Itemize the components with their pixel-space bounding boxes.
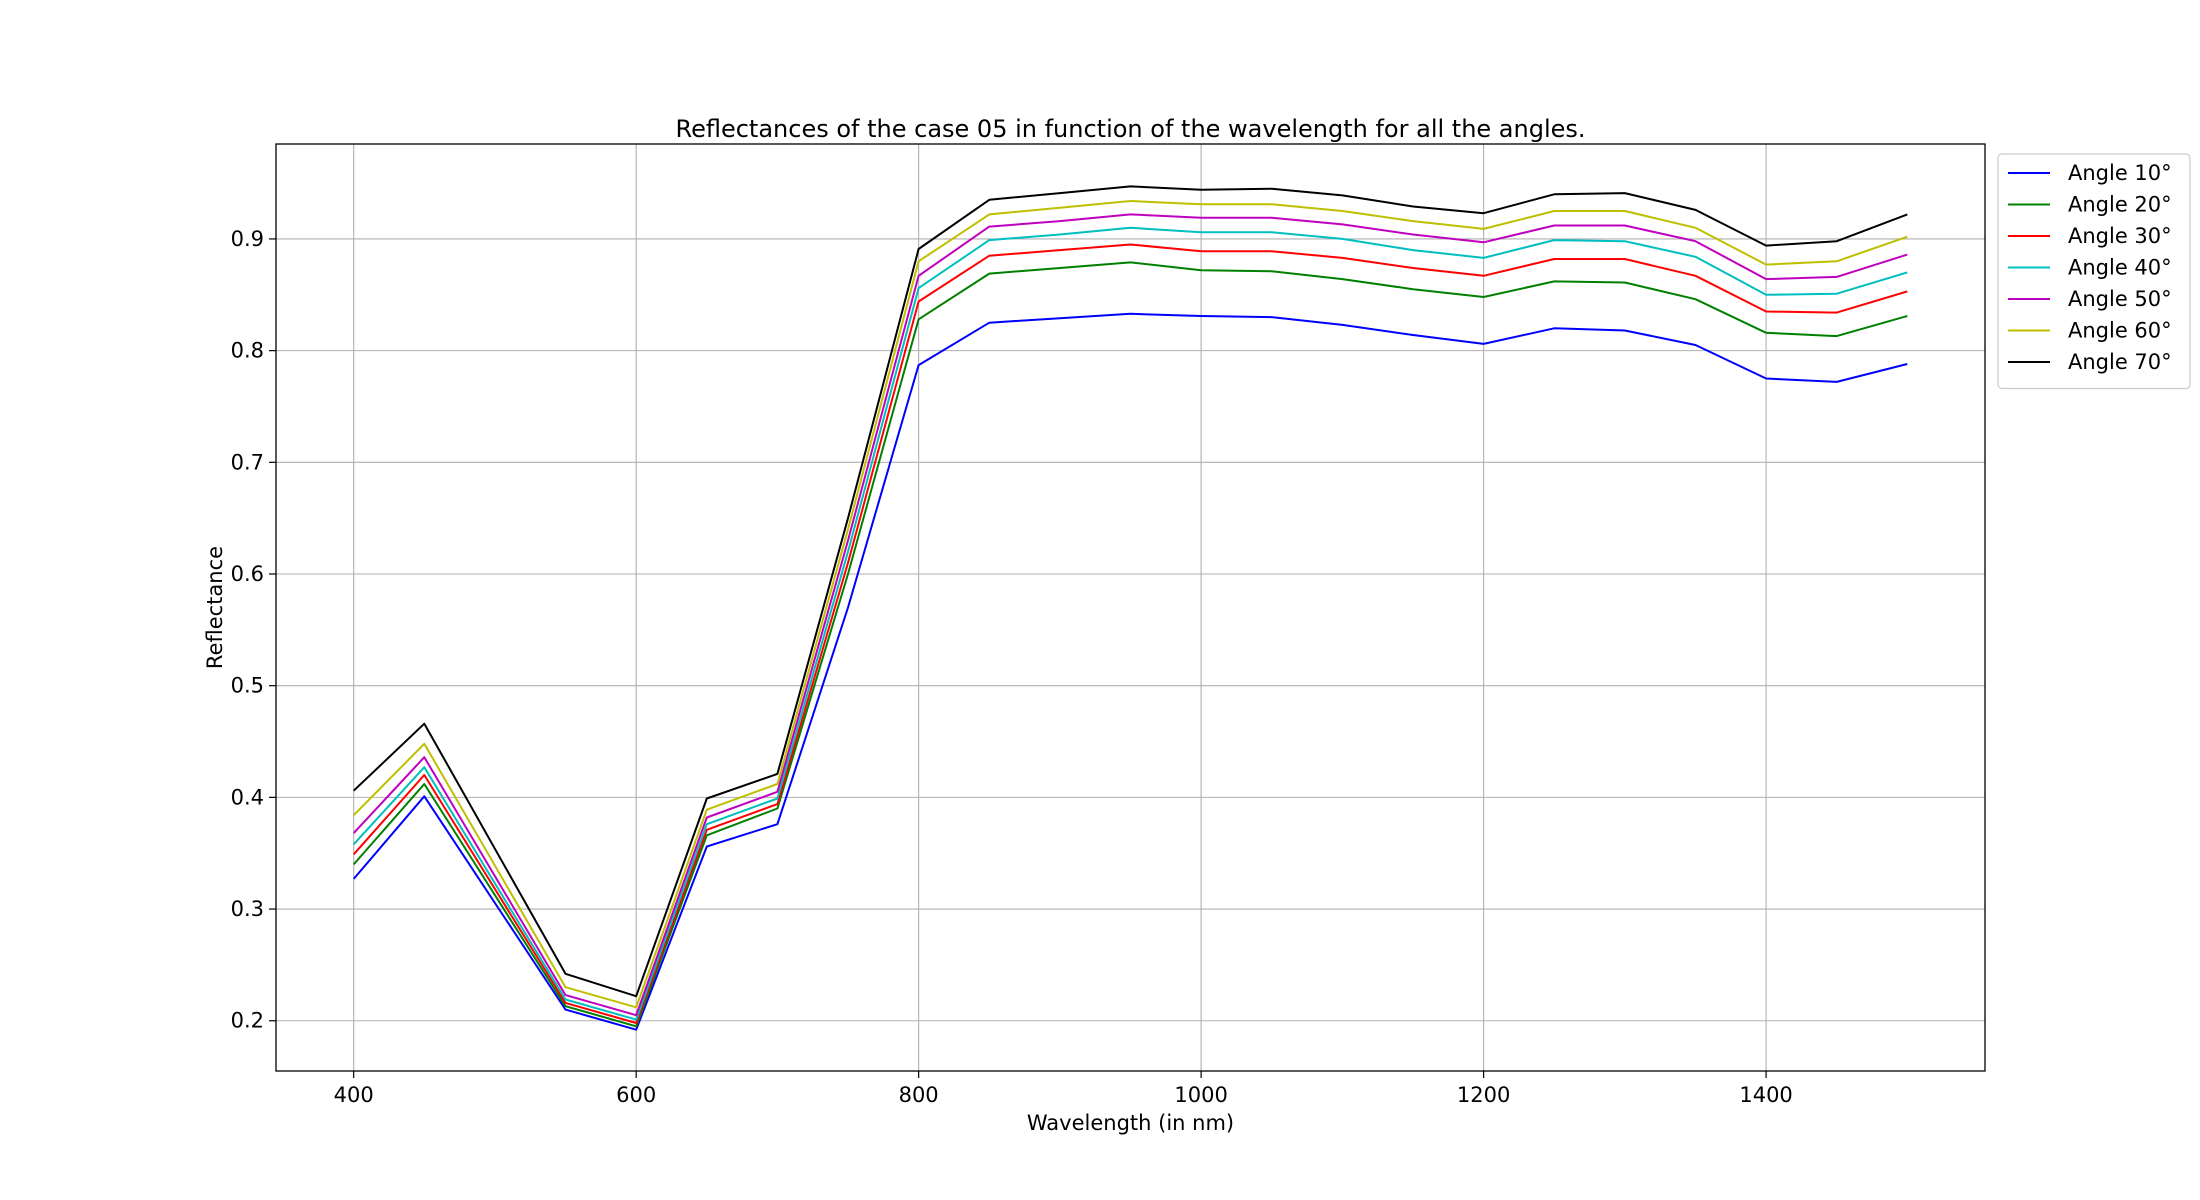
y-tick-label: 0.5 (231, 674, 264, 698)
plot-frame (275, 143, 1986, 1072)
x-tick-label: 800 (899, 1083, 939, 1107)
series-line (352, 213, 1908, 1017)
legend-label: Angle 10° (2068, 161, 2172, 185)
y-axis-label: Reflectance (203, 546, 227, 669)
series-line (352, 261, 1908, 1028)
grid (276, 144, 1985, 1071)
x-tick-label: 400 (334, 1083, 374, 1107)
y-tick-label: 0.7 (231, 450, 264, 474)
x-tick-label: 1200 (1457, 1083, 1510, 1107)
series-line (352, 226, 1908, 1021)
plot-series (352, 185, 1908, 1031)
series-line (352, 312, 1908, 1031)
legend-label: Angle 60° (2068, 319, 2172, 343)
y-tick-label: 0.2 (231, 1009, 264, 1033)
y-tick-label: 0.8 (231, 339, 264, 363)
chart-title: Reflectances of the case 05 in function … (675, 115, 1585, 143)
series-line (352, 243, 1908, 1024)
y-tick-label: 0.4 (231, 785, 264, 809)
y-tick-label: 0.3 (231, 897, 264, 921)
legend-label: Angle 50° (2068, 287, 2172, 311)
legend-label: Angle 30° (2068, 224, 2172, 248)
x-tick-label: 1000 (1174, 1083, 1227, 1107)
legend-label: Angle 40° (2068, 256, 2172, 280)
legend-label: Angle 70° (2068, 350, 2172, 374)
series-line (352, 200, 1908, 1009)
y-tick-label: 0.6 (231, 562, 264, 586)
x-tick-label: 1400 (1739, 1083, 1792, 1107)
x-axis-label: Wavelength (in nm) (1027, 1111, 1234, 1135)
legend-label: Angle 20° (2068, 193, 2172, 217)
axis-ticks: 400 600 800 1000 1200 1400 0.2 0.3 0.4 0.5 0.6 0.7 0… (231, 227, 1793, 1107)
x-tick-label: 600 (616, 1083, 656, 1107)
series-line (353, 185, 1908, 998)
y-tick-label: 0.9 (231, 227, 264, 251)
legend: Angle 10° Angle 20° Angle 30° Angle 40° Angl… (1997, 153, 2191, 390)
